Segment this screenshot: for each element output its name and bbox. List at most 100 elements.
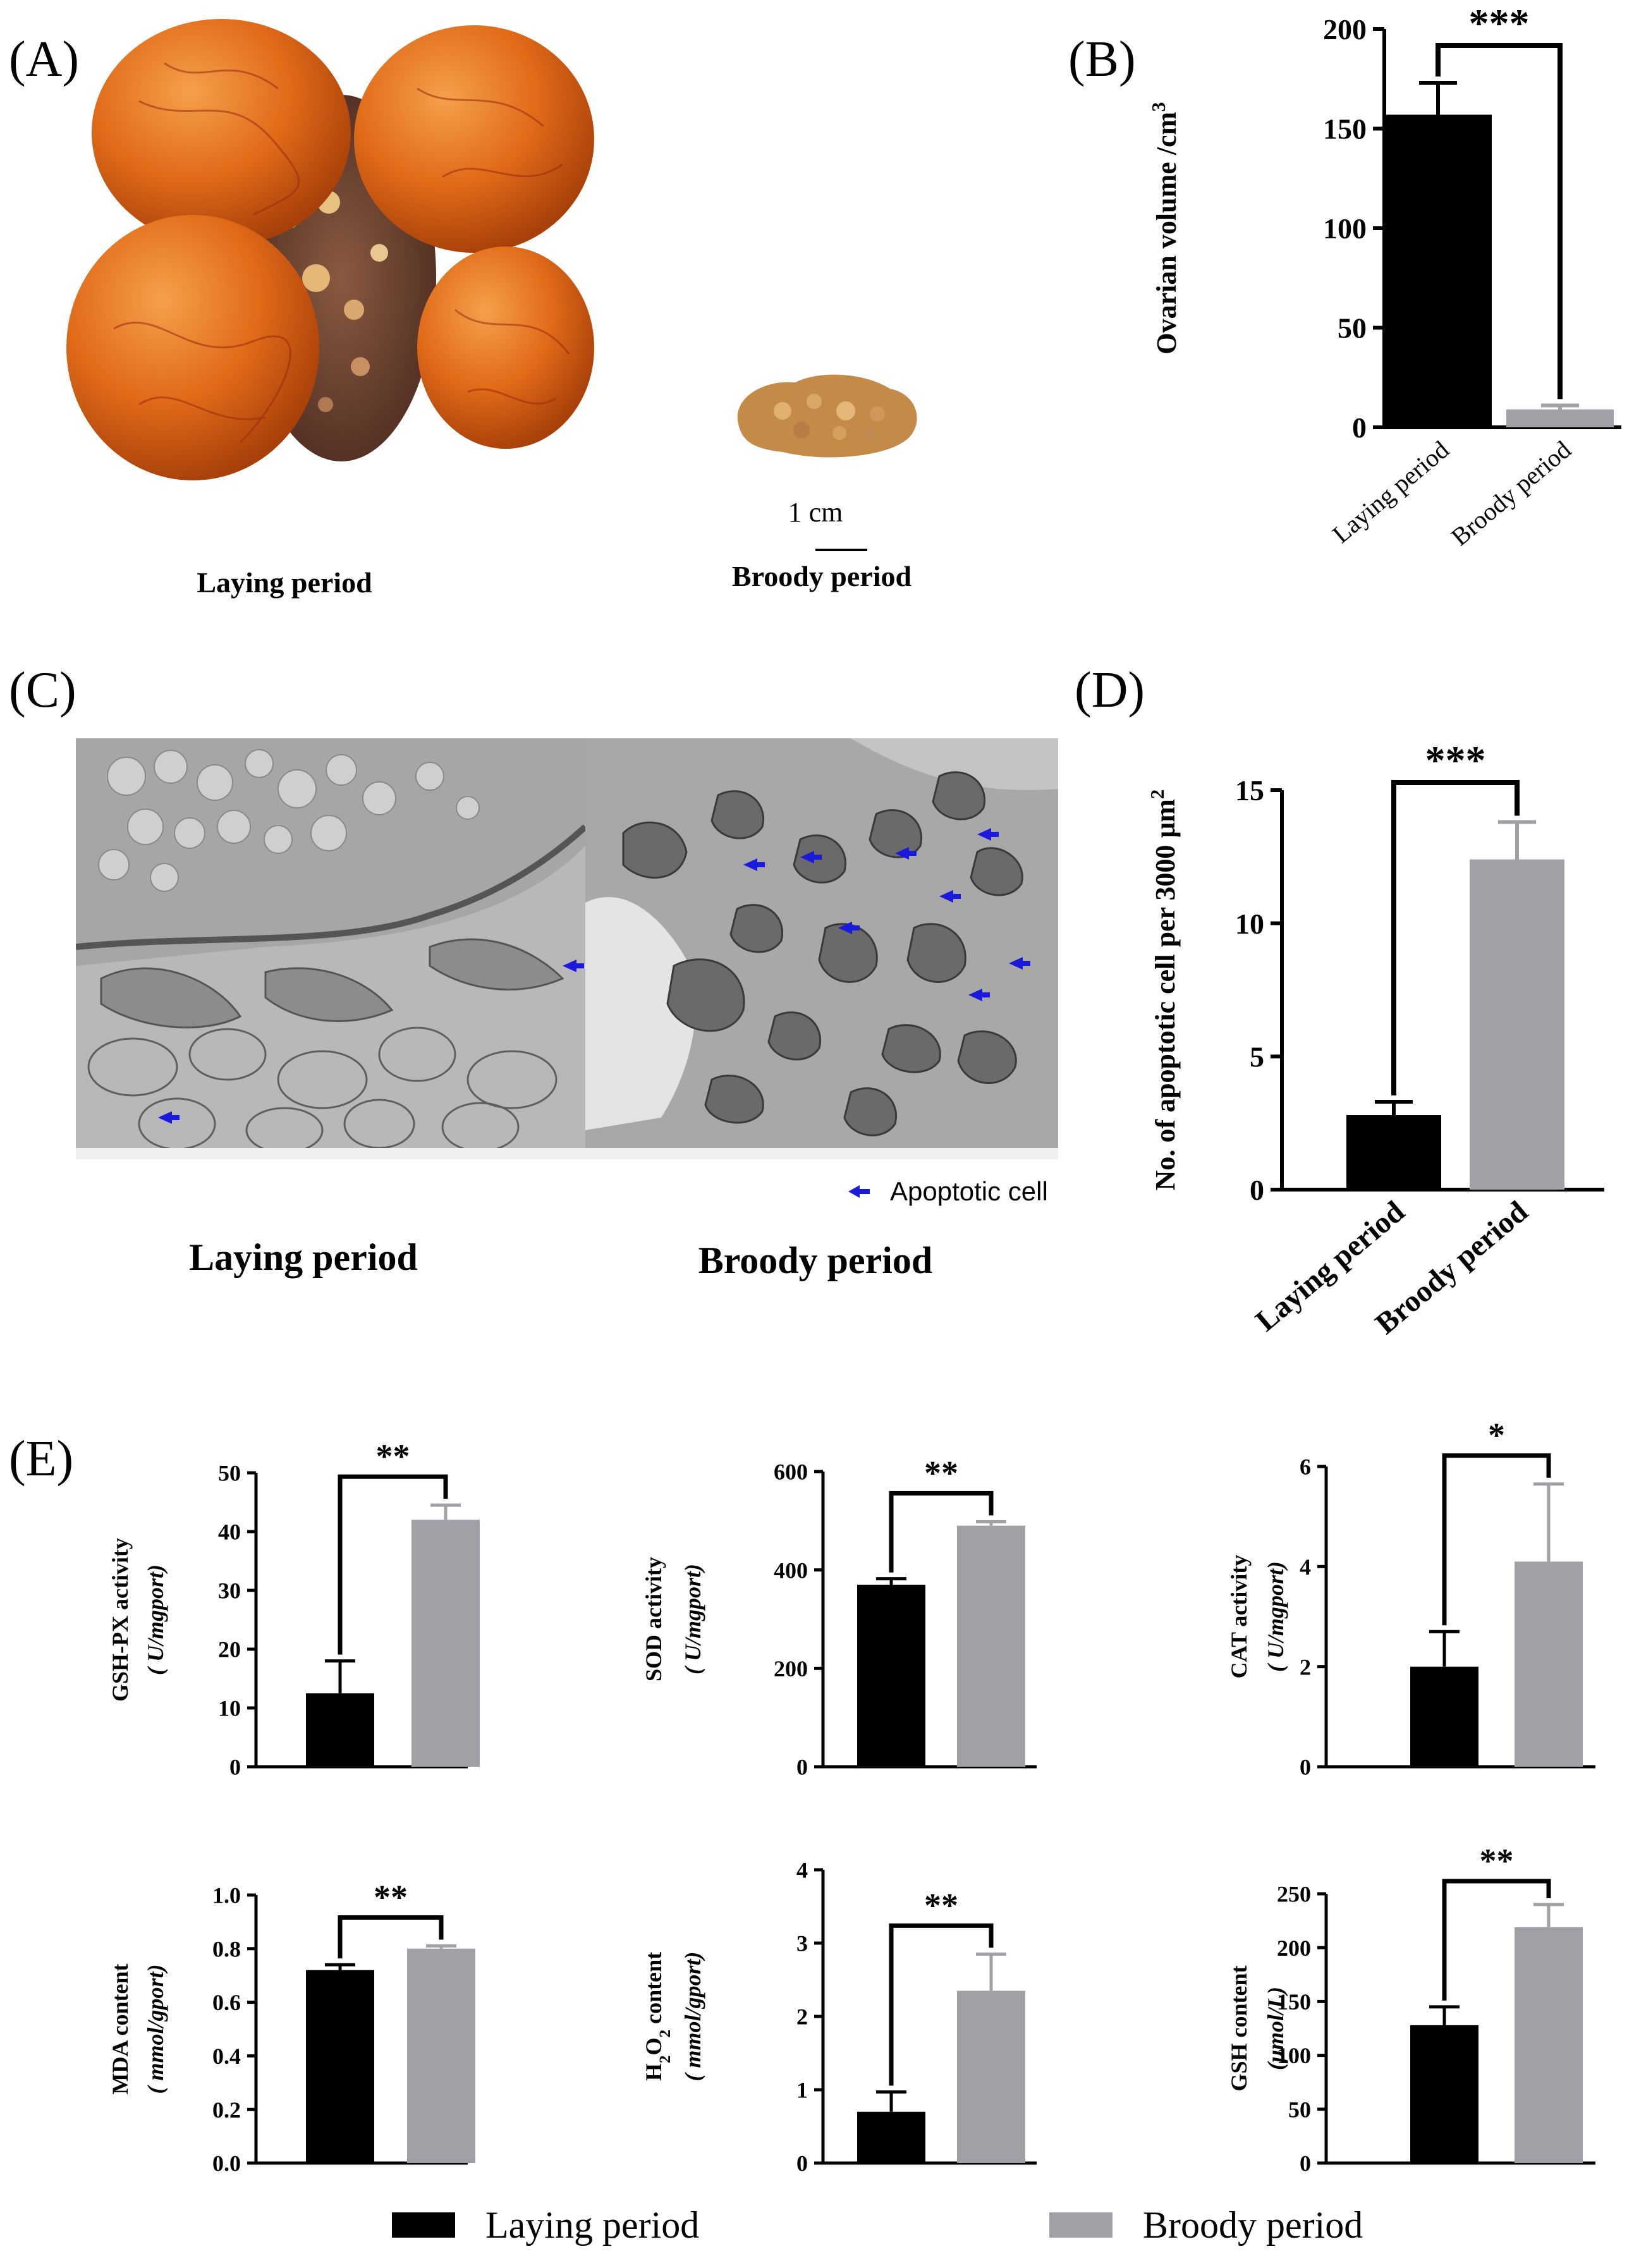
- broody-period-caption-a: Broody period: [731, 560, 912, 592]
- legend-swatch-laying: [392, 2212, 455, 2238]
- y-axis-unit: ( U/mgport): [680, 1564, 705, 1674]
- y-tick-label: 2: [1300, 1654, 1311, 1680]
- y-axis-label: No. of apoptotic cell per 3000 μm2: [1147, 790, 1181, 1191]
- bar-broody: [411, 1520, 480, 1767]
- y-axis-label: SOD activity: [641, 1557, 666, 1681]
- y-tick-label: 20: [218, 1637, 241, 1662]
- panel-c-letter: (C): [9, 662, 76, 718]
- y-axis-label: CAT activity: [1226, 1555, 1252, 1679]
- bar-laying: [857, 2111, 925, 2163]
- y-tick-label: 15: [1235, 774, 1264, 807]
- chart-e1: 0 10 20 30 40 50 ** GSH-PX activity ( U/mgport): [107, 1437, 480, 1780]
- laying-period-caption-c: Laying period: [189, 1236, 418, 1278]
- chart-e3: 0 2 4 6 * CAT activity ( U/mgport): [1226, 1417, 1595, 1780]
- y-tick-label: 150: [1277, 1989, 1311, 2015]
- laying-ovary-photo: [63, 13, 619, 512]
- y-tick-label: 50: [1338, 312, 1367, 344]
- legend-laying: Laying period: [392, 2200, 699, 2250]
- significance-label: *: [1488, 1417, 1505, 1454]
- broody-micrograph-illustration: [585, 738, 1058, 1159]
- panel-b-letter: (B): [1068, 32, 1136, 87]
- significance-label: **: [1480, 1842, 1514, 1880]
- y-tick-label: 150: [1323, 113, 1367, 145]
- y-tick-label: 0: [1352, 412, 1367, 444]
- bar-laying: [1384, 114, 1492, 427]
- panel-a-letter: (A): [9, 32, 80, 87]
- significance-bracket: [1442, 1453, 1551, 1626]
- panel-e-letter: (E): [9, 1431, 74, 1487]
- y-tick-label: 100: [1323, 212, 1367, 245]
- broody-ovary-illustration: [737, 374, 917, 458]
- bar-laying: [306, 1693, 374, 1767]
- y-axis-label: H2O2 content: [641, 1952, 674, 2081]
- significance-label: **: [924, 1886, 958, 1924]
- x-tick-label: Laying period: [1327, 435, 1454, 548]
- legend-label-laying: Laying period: [485, 2204, 700, 2246]
- legend-broody: Broody period: [1049, 2200, 1363, 2250]
- chart-e5: 0 1 2 3 4 ** H2O2 content( mmol/gport): [641, 1858, 1037, 2176]
- y-tick-label: 0.4: [212, 2044, 241, 2069]
- y-tick-label: 400: [774, 1558, 808, 1583]
- laying-micrograph-illustration: [75, 738, 588, 1159]
- y-axis-unit: ( mmol/gport): [143, 1965, 168, 2094]
- y-tick-label: 2: [796, 2004, 808, 2030]
- y-tick-label: 200: [774, 1656, 808, 1681]
- significance-bracket: [338, 1915, 444, 1959]
- legend-label-broody: Broody period: [1143, 2204, 1363, 2246]
- y-tick-label: 1: [796, 2078, 808, 2103]
- y-axis-label: MDA content: [107, 1964, 133, 2095]
- y-tick-label: 0: [796, 2151, 808, 2176]
- y-tick-label: 10: [218, 1696, 241, 1721]
- y-tick-label: 0.6: [212, 1990, 241, 2015]
- y-tick-label: 50: [1288, 2097, 1311, 2122]
- significance-bracket: [1391, 780, 1520, 1095]
- bar-laying: [306, 1970, 374, 2163]
- broody-tem-micrograph: [585, 738, 1058, 1159]
- y-tick-label: 200: [1323, 13, 1367, 46]
- bar-laying: [1410, 1666, 1478, 1767]
- apoptotic-legend: Apoptotic cell: [847, 1176, 1048, 1207]
- laying-period-caption-a: Laying period: [197, 566, 372, 599]
- y-tick-label: 4: [796, 1858, 808, 1883]
- y-tick-label: 3: [796, 1931, 808, 1956]
- chart-e6: 0 50 100 150 200 250 ** GSH content (μmol/L): [1226, 1842, 1595, 2176]
- y-tick-label: 10: [1235, 908, 1264, 940]
- y-tick-label: 250: [1277, 1882, 1311, 1907]
- apoptotic-arrow-icon: [848, 1185, 870, 1198]
- y-tick-label: 5: [1250, 1040, 1264, 1073]
- y-tick-label: 40: [218, 1520, 241, 1545]
- legend-swatch-broody: [1049, 2212, 1113, 2238]
- chart-e4: 0.0 0.2 0.4 0.6 0.8 1.0 ** MDA content ( mmol/gp…: [107, 1879, 475, 2176]
- y-tick-label: 50: [218, 1461, 241, 1486]
- y-axis-label: Ovarian volume /cm3: [1148, 102, 1182, 354]
- laying-ovary-illustration: [66, 19, 594, 480]
- significance-bracket: [889, 1923, 994, 2086]
- y-tick-label: 0: [1300, 1755, 1311, 1780]
- y-axis-label: GSH content: [1226, 1965, 1252, 2091]
- significance-bracket: [1436, 43, 1563, 399]
- bar-laying: [1410, 2025, 1478, 2163]
- chart-d: 0 5 10 15 *** No. of apoptotic cell per 3000 …: [1147, 738, 1604, 1341]
- x-tick-label: Broody period: [1446, 435, 1576, 551]
- chart-e2: 0 200 400 600 ** SOD activity ( U/mgport): [641, 1454, 1037, 1780]
- bar-broody: [1515, 1561, 1583, 1767]
- significance-label: ***: [1425, 738, 1486, 783]
- y-tick-label: 100: [1277, 2043, 1311, 2068]
- significance-bracket: [338, 1474, 448, 1655]
- chart-b: 0 50 100 150 200 *** Ovarian volume /cm3 Laying…: [1148, 1, 1621, 551]
- bar-laying: [1346, 1115, 1441, 1190]
- y-axis-unit: ( U/mgport): [1263, 1561, 1288, 1672]
- y-tick-label: 4: [1300, 1554, 1311, 1580]
- scale-bar-label: 1 cm: [788, 497, 843, 528]
- panel-d-letter: (D): [1075, 662, 1145, 718]
- y-tick-label: 1.0: [212, 1883, 241, 1908]
- scale-bar: [815, 549, 867, 551]
- bar-broody: [1506, 409, 1614, 427]
- bar-broody: [407, 1948, 475, 2163]
- y-tick-label: 30: [218, 1578, 241, 1604]
- bar-broody: [1470, 859, 1564, 1190]
- y-tick-label: 0.0: [212, 2151, 241, 2176]
- bar-broody: [1515, 1927, 1583, 2163]
- bar-broody: [957, 1525, 1025, 1767]
